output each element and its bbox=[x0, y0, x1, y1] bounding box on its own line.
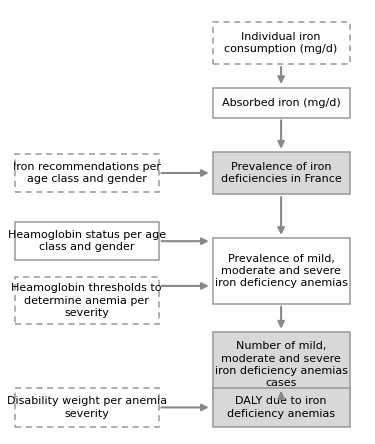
FancyBboxPatch shape bbox=[15, 278, 159, 324]
Text: Absorbed iron (mg/d): Absorbed iron (mg/d) bbox=[222, 98, 340, 107]
Text: Heamoglobin status per age
class and gender: Heamoglobin status per age class and gen… bbox=[8, 230, 166, 252]
FancyBboxPatch shape bbox=[213, 152, 350, 194]
FancyBboxPatch shape bbox=[213, 332, 350, 398]
Text: Number of mild,
moderate and severe
iron deficiency anemias
cases: Number of mild, moderate and severe iron… bbox=[214, 341, 348, 388]
Text: Prevalence of mild,
moderate and severe
iron deficiency anemias: Prevalence of mild, moderate and severe … bbox=[214, 254, 348, 289]
Text: Disability weight per anemia
severity: Disability weight per anemia severity bbox=[7, 396, 167, 419]
FancyBboxPatch shape bbox=[213, 88, 350, 118]
FancyBboxPatch shape bbox=[213, 22, 350, 64]
Text: DALY due to iron
deficiency anemias: DALY due to iron deficiency anemias bbox=[227, 396, 335, 419]
Text: Individual iron
consumption (mg/d): Individual iron consumption (mg/d) bbox=[225, 32, 338, 54]
FancyBboxPatch shape bbox=[213, 238, 350, 304]
Text: Heamoglobin thresholds to
determine anemia per
severity: Heamoglobin thresholds to determine anem… bbox=[12, 283, 162, 318]
FancyBboxPatch shape bbox=[15, 154, 159, 192]
Text: Iron recommendations per
age class and gender: Iron recommendations per age class and g… bbox=[13, 162, 161, 184]
FancyBboxPatch shape bbox=[15, 388, 159, 427]
FancyBboxPatch shape bbox=[15, 222, 159, 260]
FancyBboxPatch shape bbox=[213, 388, 350, 427]
Text: Prevalence of iron
deficiencies in France: Prevalence of iron deficiencies in Franc… bbox=[221, 162, 342, 184]
